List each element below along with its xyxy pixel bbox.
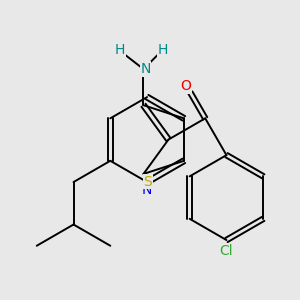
Text: N: N — [142, 183, 152, 197]
Text: S: S — [143, 175, 152, 189]
Text: N: N — [140, 62, 151, 76]
Text: H: H — [115, 43, 125, 57]
Text: H: H — [158, 43, 168, 57]
Text: Cl: Cl — [220, 244, 233, 258]
Text: O: O — [181, 79, 192, 93]
